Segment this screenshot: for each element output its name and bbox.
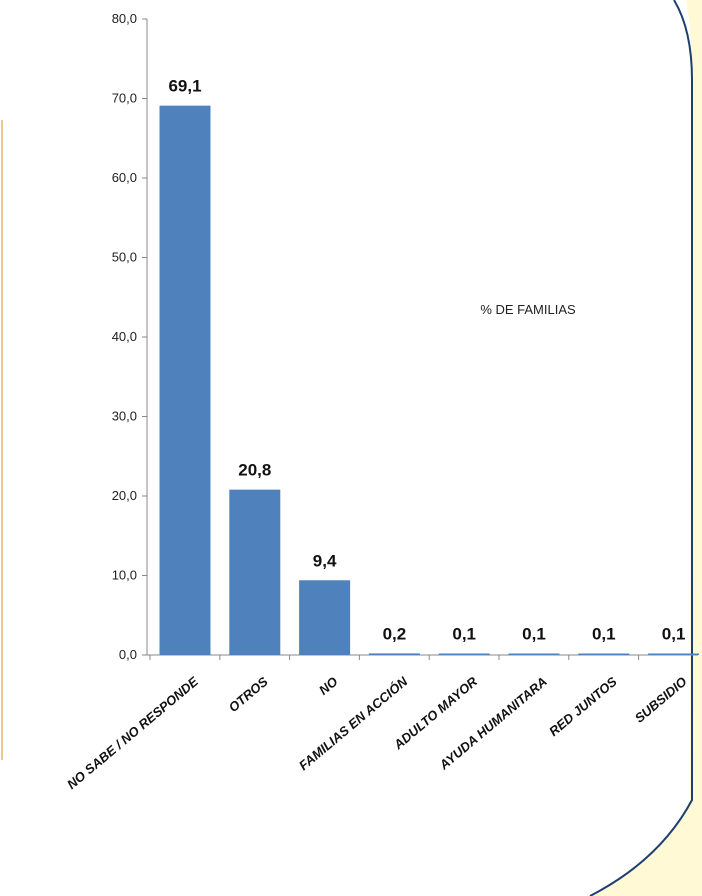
bar bbox=[648, 653, 700, 655]
data-label: 0,2 bbox=[383, 624, 407, 643]
bars bbox=[159, 105, 700, 655]
y-tick-label: 20,0 bbox=[112, 488, 137, 503]
bar bbox=[229, 489, 281, 655]
data-labels: 69,1 20,8 9,4 0,2 0,1 0,1 0,1 0,1 bbox=[168, 77, 685, 644]
bar bbox=[299, 580, 351, 655]
data-label: 9,4 bbox=[313, 551, 337, 570]
data-label: 0,1 bbox=[522, 625, 546, 644]
y-tick-label: 40,0 bbox=[112, 329, 137, 344]
bar bbox=[368, 653, 420, 655]
frame-outline bbox=[589, 0, 693, 896]
x-axis bbox=[147, 654, 698, 660]
data-label: 69,1 bbox=[168, 77, 201, 96]
y-tick-label: 0,0 bbox=[119, 647, 137, 662]
y-tick-label: 50,0 bbox=[112, 250, 137, 265]
category-label: SUBSIDIO bbox=[632, 674, 690, 726]
data-label: 0,1 bbox=[662, 625, 686, 644]
y-tick-label: 60,0 bbox=[112, 170, 137, 185]
bar bbox=[578, 653, 630, 655]
bar bbox=[159, 105, 211, 655]
y-tick-label: 30,0 bbox=[112, 409, 137, 424]
data-label: 0,1 bbox=[452, 625, 476, 644]
legend-entry: % DE FAMILIAS bbox=[480, 302, 576, 317]
category-label: NO SABE / NO RESPONDE bbox=[64, 674, 201, 792]
y-axis: 0,0 10,0 20,0 30,0 40,0 50,0 60,0 70,0 80,0 bbox=[112, 11, 148, 662]
category-label: RED JUNTOS bbox=[546, 674, 620, 739]
y-tick-label: 80,0 bbox=[112, 11, 137, 26]
y-tick-label: 10,0 bbox=[112, 568, 137, 583]
data-label: 0,1 bbox=[592, 625, 616, 644]
category-label: FAMILIAS EN ACCIÓN bbox=[296, 673, 411, 773]
cream-panel bbox=[590, 0, 702, 896]
data-label: 20,8 bbox=[238, 461, 271, 480]
category-label: OTROS bbox=[226, 674, 271, 715]
category-label: NO bbox=[316, 674, 341, 698]
bar bbox=[508, 653, 560, 655]
y-tick-label: 70,0 bbox=[112, 91, 137, 106]
bar bbox=[438, 653, 490, 655]
